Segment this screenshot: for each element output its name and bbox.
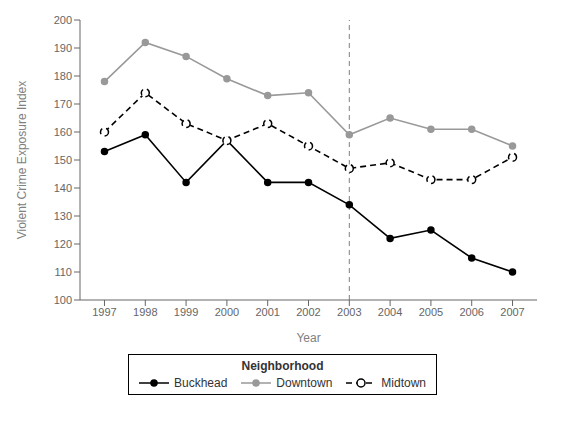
svg-text:1999: 1999: [174, 306, 198, 318]
svg-text:160: 160: [54, 126, 72, 138]
svg-text:140: 140: [54, 182, 72, 194]
html-text:Neighborhood: Neighborhood: [241, 359, 324, 373]
svg-text:150: 150: [54, 154, 72, 166]
svg-text:180: 180: [54, 70, 72, 82]
svg-text:170: 170: [54, 98, 72, 110]
svg-text:2003: 2003: [337, 306, 361, 318]
svg-text:110: 110: [54, 266, 72, 278]
svg-text:2002: 2002: [296, 306, 320, 318]
svg-text:2006: 2006: [459, 306, 483, 318]
svg-text:1998: 1998: [133, 306, 157, 318]
svg-text:2001: 2001: [255, 306, 279, 318]
svg-text:2004: 2004: [378, 306, 402, 318]
svg-text:Year: Year: [296, 331, 320, 345]
svg-text:2007: 2007: [500, 306, 524, 318]
svg-text:2000: 2000: [215, 306, 239, 318]
html-text:Midtown: Midtown: [381, 376, 426, 390]
svg-text:190: 190: [54, 42, 72, 54]
svg-text:130: 130: [54, 210, 72, 222]
svg-text:100: 100: [54, 294, 72, 306]
svg-text:1997: 1997: [92, 306, 116, 318]
html-text:Downtown: Downtown: [276, 376, 333, 390]
svg-text:2005: 2005: [419, 306, 443, 318]
svg-text:120: 120: [54, 238, 72, 250]
html-text:Buckhead: Buckhead: [174, 376, 228, 390]
svg-text:Violent Crime Exposure Index: Violent Crime Exposure Index: [15, 81, 29, 240]
svg-text:200: 200: [54, 14, 72, 26]
